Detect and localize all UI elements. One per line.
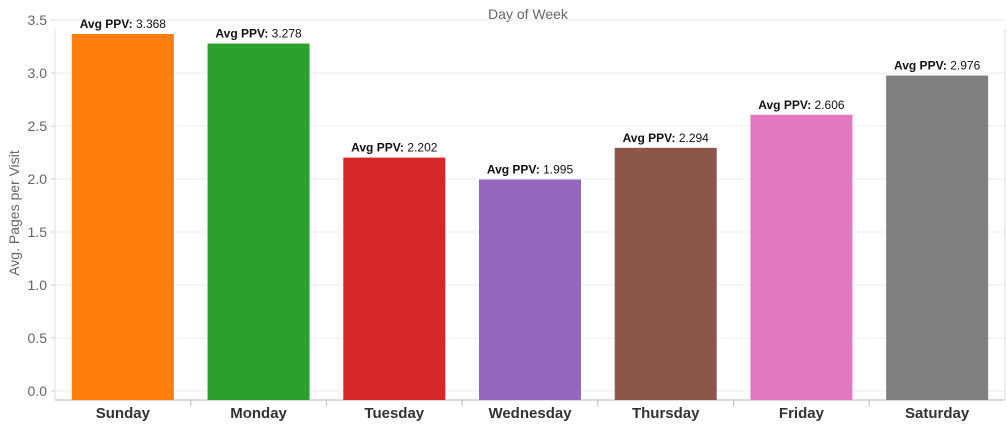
data-label-prefix: Avg PPV: — [487, 163, 543, 177]
y-tick-label: 3.0 — [28, 65, 48, 81]
y-axis-title: Avg. Pages per Visit — [6, 150, 22, 276]
y-tick-label: 0.5 — [28, 330, 48, 346]
y-tick-label: 3.5 — [28, 12, 48, 28]
data-label: Avg PPV: 3.368 — [80, 17, 167, 31]
bars — [71, 33, 989, 400]
bar-sunday[interactable] — [71, 33, 174, 400]
bar-monday[interactable] — [207, 43, 310, 400]
data-label-prefix: Avg PPV: — [80, 17, 136, 31]
data-label-value: 2.606 — [815, 98, 845, 112]
bar-saturday[interactable] — [886, 75, 989, 400]
data-label: Avg PPV: 2.294 — [623, 131, 710, 145]
x-tick-label: Friday — [779, 405, 825, 422]
data-label-value: 2.294 — [679, 131, 709, 145]
x-tick-label: Wednesday — [488, 405, 572, 422]
data-label-prefix: Avg PPV: — [894, 59, 950, 73]
y-tick-label: 1.0 — [28, 277, 48, 293]
chart-title: Day of Week — [488, 6, 569, 22]
x-tick-label: Sunday — [96, 405, 151, 422]
data-label-prefix: Avg PPV: — [351, 141, 407, 155]
data-label-prefix: Avg PPV: — [215, 27, 271, 41]
y-tick-label: 1.5 — [28, 224, 48, 240]
x-tick-label: Tuesday — [364, 405, 424, 422]
data-label: Avg PPV: 2.976 — [894, 59, 981, 73]
x-tick-label: Monday — [230, 405, 287, 422]
data-label-prefix: Avg PPV: — [623, 131, 679, 145]
data-label: Avg PPV: 1.995 — [487, 163, 574, 177]
x-tick-label: Thursday — [632, 405, 700, 422]
bar-thursday[interactable] — [614, 147, 717, 400]
data-label: Avg PPV: 2.202 — [351, 141, 438, 155]
data-label: Avg PPV: 3.278 — [215, 27, 302, 41]
y-tick-label: 0.0 — [28, 383, 48, 399]
x-axis-ticks: Sunday Monday Tuesday Wednesday Thursday Frid… — [96, 400, 970, 422]
y-tick-label: 2.0 — [28, 171, 48, 187]
bar-wednesday[interactable] — [479, 179, 581, 400]
data-label-value: 2.976 — [950, 59, 980, 73]
data-label-value: 2.202 — [407, 141, 437, 155]
bar-tuesday[interactable] — [343, 157, 446, 400]
data-label: Avg PPV: 2.606 — [758, 98, 845, 112]
data-label-value: 1.995 — [543, 163, 573, 177]
data-label-prefix: Avg PPV: — [758, 98, 814, 112]
bar-friday[interactable] — [750, 114, 853, 400]
y-axis-ticks: 0.0 0.5 1.0 1.5 2.0 2.5 3.0 3.5 — [28, 12, 55, 399]
data-label-value: 3.278 — [272, 27, 302, 41]
data-label-value: 3.368 — [136, 17, 166, 31]
x-tick-label: Saturday — [905, 405, 970, 422]
y-tick-label: 2.5 — [28, 118, 48, 134]
